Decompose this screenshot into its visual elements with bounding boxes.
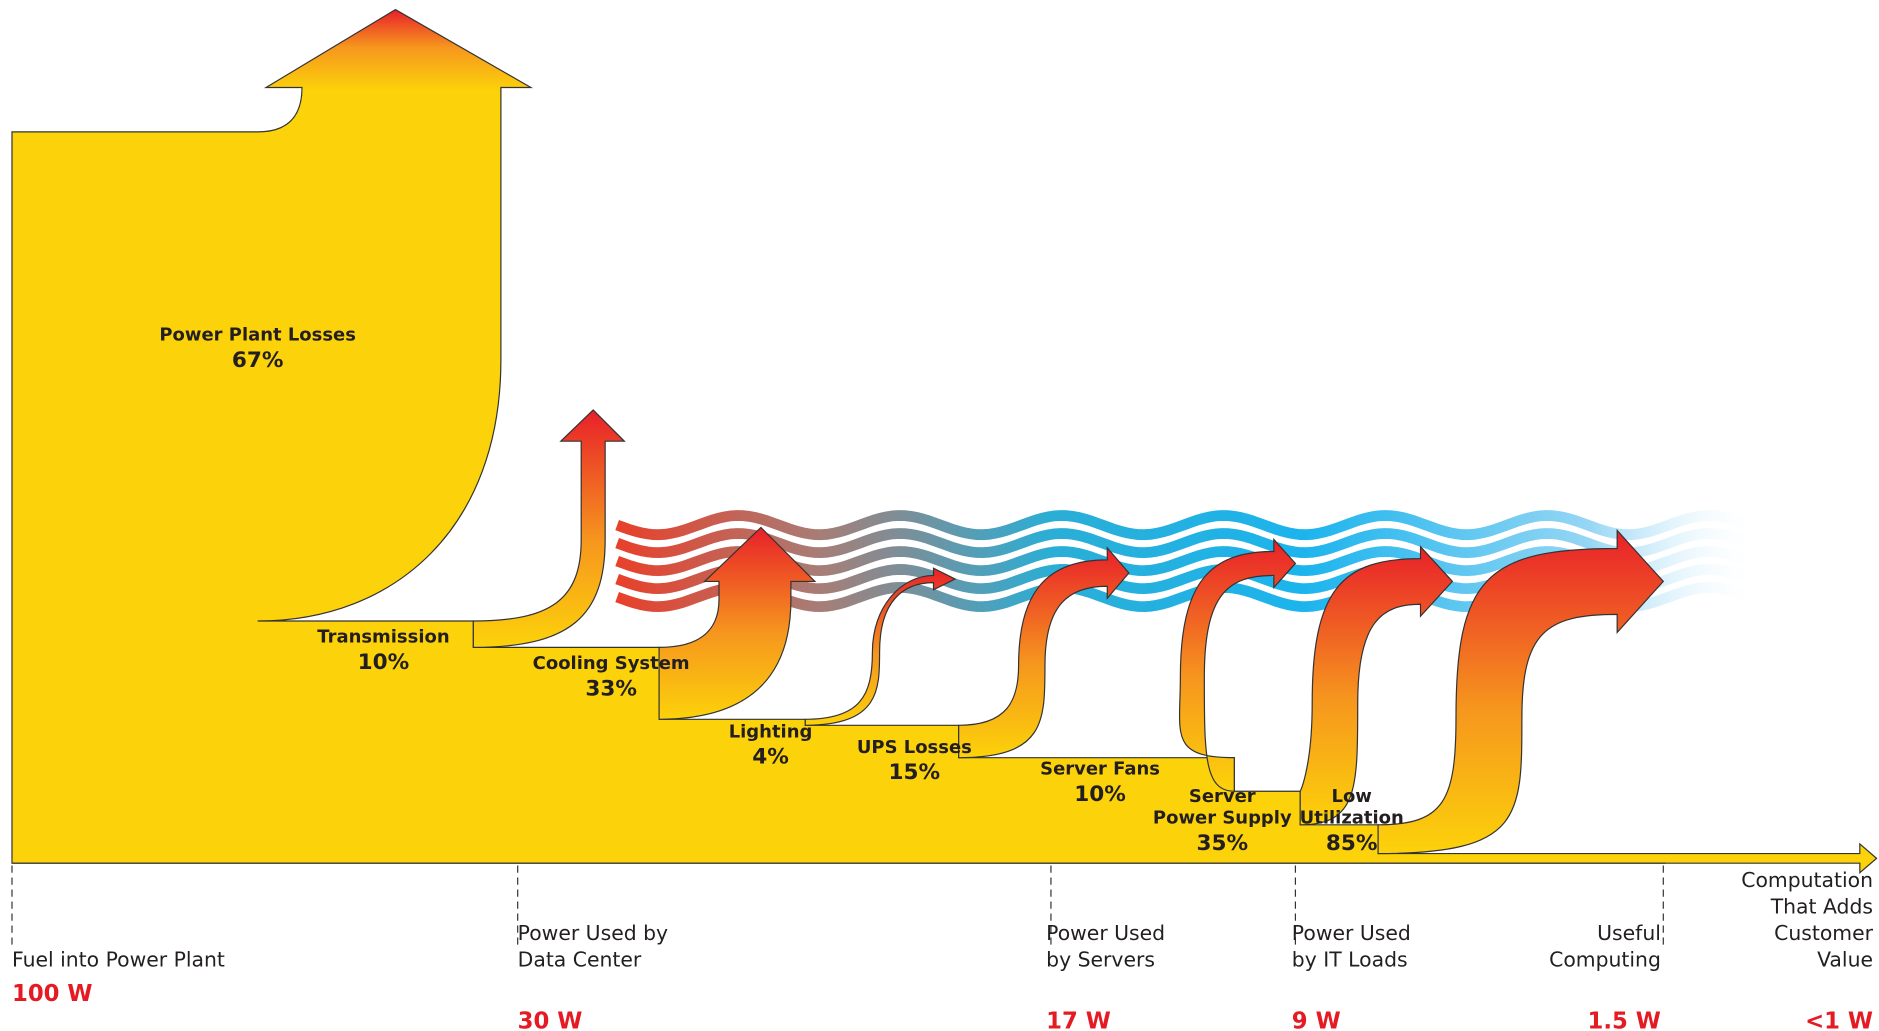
cooling-arrow — [658, 526, 817, 720]
stage-axis — [11, 862, 1666, 950]
plant-loss-arrowhead — [257, 9, 531, 135]
loss-percent: 35% — [1197, 831, 1249, 856]
loss-label: Power Plant Losses — [159, 324, 356, 345]
loss-percent: 67% — [232, 348, 284, 373]
heat-wave — [615, 510, 1764, 541]
stage-label: Fuel into Power Plant — [12, 947, 225, 971]
loss-label: Low — [1332, 786, 1372, 807]
stage-label: That Adds — [1770, 895, 1873, 919]
stage-label: Customer — [1774, 921, 1874, 945]
loss-percent: 4% — [752, 745, 789, 770]
loss-arrows — [804, 528, 1665, 855]
stage-label: by Servers — [1046, 947, 1155, 971]
stage-value: 17 W — [1046, 1009, 1111, 1031]
loss-percent: 85% — [1326, 831, 1378, 856]
loss-label: Lighting — [729, 721, 813, 742]
loss-label: Server Fans — [1040, 758, 1160, 779]
loss-label: Transmission — [317, 627, 449, 648]
stage-label: Power Used — [1292, 921, 1411, 945]
loss-percent: 10% — [1074, 782, 1126, 807]
loss-arrow — [1377, 528, 1665, 855]
stage-label: Computation — [1741, 868, 1873, 892]
stage-value: 30 W — [518, 1009, 583, 1031]
loss-arrow — [804, 567, 957, 726]
loss-arrow — [958, 546, 1130, 759]
stage-label: Useful — [1597, 921, 1661, 945]
loss-label: Power Supply — [1153, 808, 1292, 829]
stage-value: 100 W — [12, 981, 93, 1007]
stage-label: Data Center — [518, 947, 642, 971]
loss-arrow — [1299, 545, 1454, 826]
transmission-arrow — [472, 409, 626, 648]
loss-arrow — [1178, 537, 1297, 792]
loss-label: Utilization — [1300, 808, 1404, 829]
stage-label: by IT Loads — [1292, 947, 1408, 971]
stage-label: Power Used by — [518, 921, 668, 945]
stage-label: Power Used — [1046, 921, 1165, 945]
main-flow — [11, 9, 1877, 873]
stage-value: 1.5 W — [1588, 1009, 1661, 1031]
stage-label: Value — [1817, 947, 1873, 971]
loss-label: Server — [1189, 786, 1256, 807]
loss-label: UPS Losses — [857, 737, 972, 758]
loss-percent: 33% — [585, 676, 637, 701]
stage-value: <1 W — [1805, 1009, 1873, 1031]
stage-value: 9 W — [1292, 1009, 1341, 1031]
loss-percent: 15% — [889, 760, 941, 785]
heat-wave — [615, 528, 1764, 559]
loss-percent: 10% — [358, 650, 410, 675]
loss-label: Cooling System — [533, 653, 690, 674]
stage-label: Computing — [1549, 947, 1661, 971]
